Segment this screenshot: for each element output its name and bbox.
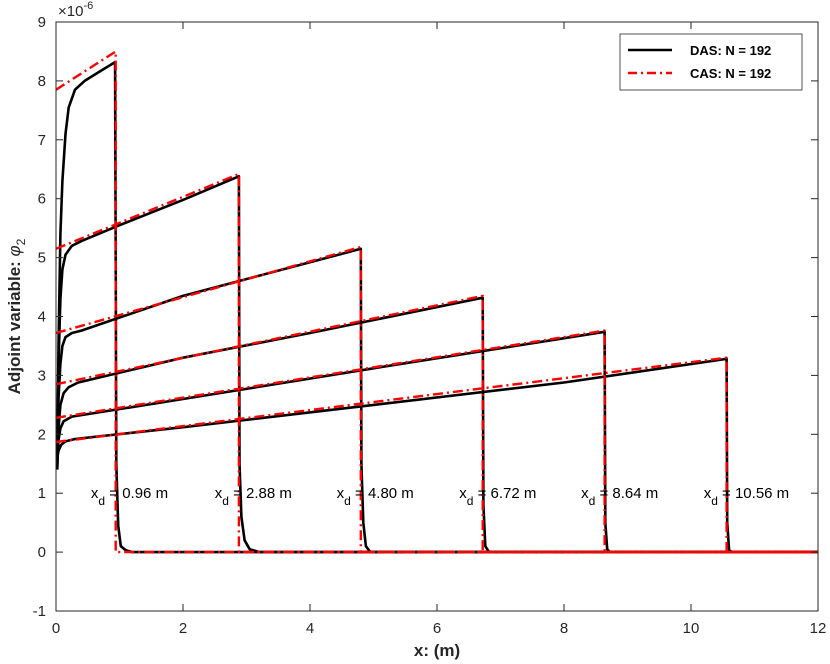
xd-annotation-1: xd = 2.88 m [215, 485, 292, 508]
y-tick-label: 0 [38, 544, 46, 561]
cas-line-5 [55, 356, 818, 554]
xd-annotation-2: xd = 4.80 m [337, 485, 414, 508]
das-line-2 [56, 247, 818, 554]
legend-box [619, 33, 803, 91]
legend: DAS: N = 192 CAS: N = 192 [619, 33, 803, 91]
y-tick-label: 7 [38, 132, 46, 149]
y-tick-label: 4 [38, 309, 46, 326]
y-tick-label: 6 [38, 191, 46, 208]
x-tick-label: 0 [52, 620, 60, 637]
y-tick-label: 5 [38, 250, 46, 267]
das-line-5 [56, 357, 818, 554]
cas-line-3 [55, 294, 818, 554]
x-tick-label: 10 [683, 620, 700, 637]
y-tick-label: -1 [33, 603, 46, 620]
x-tick-label: 6 [433, 620, 441, 637]
x-tick-label: 4 [306, 620, 314, 637]
x-tick-label: 2 [179, 620, 187, 637]
y-tick-label: 3 [38, 367, 46, 384]
y-tick-label: 1 [38, 485, 46, 502]
legend-label-cas: CAS: N = 192 [690, 66, 771, 81]
das-line-1 [56, 175, 818, 554]
legend-label-das: DAS: N = 192 [690, 43, 771, 58]
y-axis-label: Adjoint variable: φ2 [5, 238, 28, 394]
x-axis-label: x: (m) [414, 641, 460, 660]
xd-annotation-5: xd = 10.56 m [704, 485, 789, 508]
cas-line-0 [55, 50, 818, 554]
xd-annotation-3: xd = 6.72 m [459, 485, 536, 508]
plot-frame [55, 21, 819, 612]
y-axis-exponent: ×10-6 [58, 0, 93, 20]
y-tick-label: 2 [38, 426, 46, 443]
annotations: xd = 0.96 m xd = 2.88 m xd = 4.80 m xd = 6.… [91, 485, 789, 508]
xd-annotation-0: xd = 0.96 m [91, 485, 168, 508]
xd-annotation-4: xd = 8.64 m [581, 485, 658, 508]
y-tick-label: 8 [38, 73, 46, 90]
cas-line-4 [55, 329, 818, 554]
das-line-3 [56, 296, 818, 554]
x-tick-label: 12 [810, 620, 827, 637]
x-tick-label: 8 [560, 620, 568, 637]
series-layer [55, 50, 818, 554]
cas-line-2 [55, 245, 818, 554]
das-line-4 [56, 330, 818, 554]
y-tick-label: 9 [38, 14, 46, 31]
